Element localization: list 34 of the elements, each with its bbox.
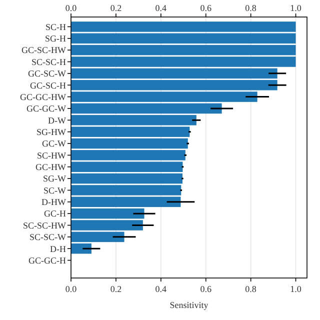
y-tick-label: SC-H xyxy=(45,22,66,32)
y-tick-label: GC-GC-HW xyxy=(20,92,66,102)
x-tick-label: 0.2 xyxy=(110,3,122,13)
x2-tick-label: 1.0 xyxy=(290,284,302,294)
y-tick-label: GC-H xyxy=(44,208,66,219)
y-tick-label: D-W xyxy=(48,115,66,126)
x2-tick-label: 0.0 xyxy=(65,284,78,294)
y-tick-label: SC-W xyxy=(44,185,67,196)
y-tick-label: SC-SC-H xyxy=(31,56,66,67)
y-tick-label: SC-SC-W xyxy=(29,232,66,242)
y-tick-label: SG-W xyxy=(43,174,66,184)
y-tick-label: GC-SC-W xyxy=(28,68,67,79)
y-tick-label: GC-HW xyxy=(36,162,66,172)
y-tick-label: D-H xyxy=(50,244,66,254)
y-tick-label: GC-W xyxy=(42,138,66,149)
x2-tick-label: 0.4 xyxy=(155,284,168,294)
y-tick-label: SG-H xyxy=(44,34,66,44)
y-tick-label: GC-GC-H xyxy=(28,255,66,266)
x2-tick-label: 0.6 xyxy=(200,284,212,294)
y-tick-label: SC-SC-HW xyxy=(22,220,66,230)
y-tick-label: GC-GC-W xyxy=(26,104,66,114)
x-tick-label: 0.6 xyxy=(200,3,212,13)
x-tick-label: 0.4 xyxy=(155,3,168,13)
x2-tick-label: 0.2 xyxy=(110,284,122,294)
x2-tick-label: 0.8 xyxy=(245,284,257,294)
y-tick-label: D-HW xyxy=(42,197,66,208)
x-tick-label: 0.8 xyxy=(245,3,257,13)
x-axis-title: Sensitivity xyxy=(170,300,209,310)
x-tick-label: 0.0 xyxy=(65,3,78,13)
y-tick-label: GC-SC-H xyxy=(30,80,66,90)
x-tick-label: 1.0 xyxy=(290,3,302,13)
y-tick-label: SC-HW xyxy=(37,150,67,160)
y-tick-label: SG-HW xyxy=(36,126,66,137)
y-tick-label: GC-SC-HW xyxy=(22,45,67,56)
